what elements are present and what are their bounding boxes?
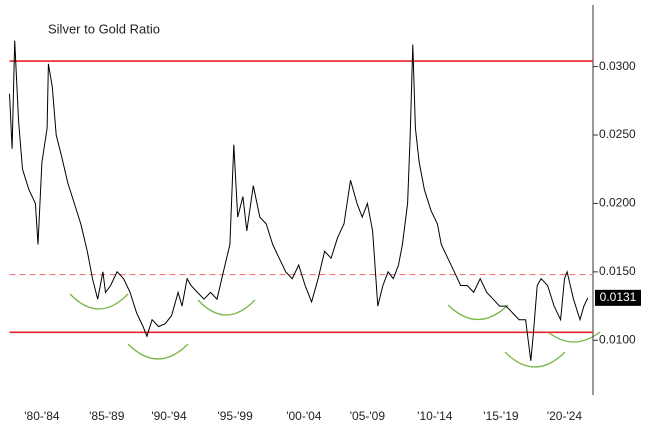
y-tick-label: 0.0300 [599,59,636,73]
annotation-arcs [69,293,601,368]
x-tick-label: '85-'89 [89,409,125,423]
arc [127,343,189,360]
series-line [9,40,589,361]
y-tick-label: 0.0200 [599,196,636,210]
x-tick-label: '20-'24 [547,409,583,423]
arc [447,304,509,320]
x-tick-label: '90-'94 [151,409,187,423]
x-tick-label: '00-'04 [286,409,322,423]
x-tick-label: '80-'84 [24,409,60,423]
arc [69,293,129,310]
arc [504,351,566,368]
x-tick-label: '15-'19 [483,409,519,423]
arc [547,331,601,343]
last-value-box [595,289,641,306]
x-tick-label: '95-'99 [217,409,253,423]
x-tick-label: '05-'09 [350,409,386,423]
y-tick-label: 0.0250 [599,127,636,141]
chart-title: Silver to Gold Ratio [48,21,160,36]
last-value-label: 0.0131 [600,290,637,304]
y-tick-label: 0.0100 [599,332,636,346]
x-tick-label: '10-'14 [417,409,453,423]
arc [197,299,256,316]
y-tick-label: 0.0150 [599,264,636,278]
